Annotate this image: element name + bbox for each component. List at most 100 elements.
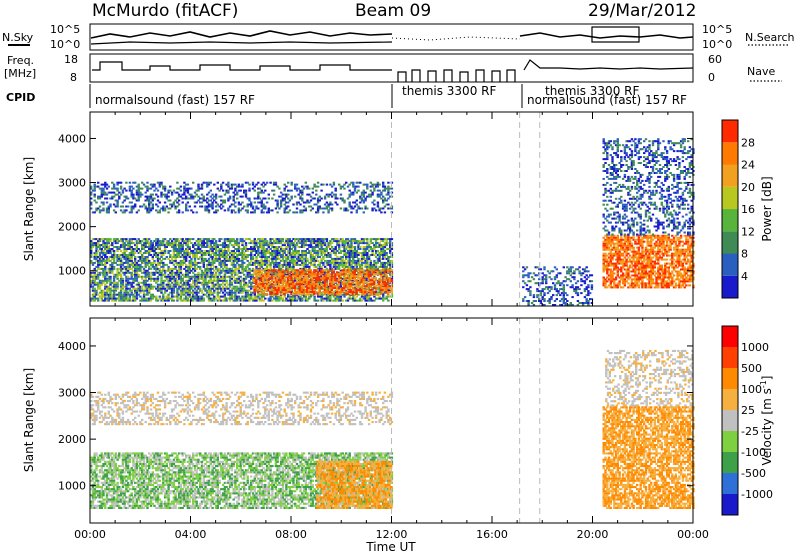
- heatmap-cell: [170, 257, 174, 260]
- heatmap-cell: [156, 299, 160, 302]
- heatmap-cell: [163, 252, 167, 254]
- heatmap-cell: [234, 265, 237, 268]
- heatmap-cell: [281, 271, 284, 274]
- heatmap-cell: [257, 250, 260, 252]
- heatmap-cell: [244, 275, 248, 278]
- heatmap-cell: [228, 295, 232, 298]
- heatmap-cell: [332, 277, 335, 280]
- heatmap-cell: [112, 238, 116, 241]
- heatmap-cell: [102, 254, 105, 256]
- heatmap-cell: [248, 273, 251, 276]
- heatmap-cell: [343, 283, 346, 286]
- heatmap-cell: [214, 193, 218, 196]
- heatmap-cell: [206, 252, 209, 254]
- heatmap-cell: [299, 287, 302, 289]
- heatmap-cell: [135, 261, 139, 264]
- heatmap-cell: [167, 275, 170, 278]
- heatmap-cell: [320, 240, 323, 243]
- heatmap-cell: [146, 299, 149, 302]
- heatmap-cell: [371, 273, 374, 276]
- heatmap-cell: [118, 273, 121, 276]
- heatmap-cell: [218, 250, 221, 252]
- heatmap-cell: [123, 285, 126, 288]
- heatmap-cell: [218, 285, 221, 288]
- heatmap-cell: [119, 250, 123, 252]
- heatmap-cell: [218, 299, 221, 302]
- heatmap-cell: [343, 267, 346, 270]
- heatmap-cell: [334, 248, 337, 250]
- heatmap-cell: [265, 287, 268, 289]
- heatmap-cell: [255, 244, 258, 247]
- heatmap-cell: [112, 287, 116, 290]
- heatmap-cell: [306, 273, 309, 276]
- heatmap-cell: [221, 246, 225, 248]
- heatmap-cell: [188, 289, 191, 292]
- heatmap-cell: [199, 250, 202, 252]
- heatmap-cell: [387, 279, 390, 282]
- heatmap-cell: [313, 289, 316, 291]
- heatmap-cell: [285, 285, 288, 288]
- heatmap-cell: [170, 281, 174, 284]
- heatmap-cell: [382, 273, 385, 276]
- heatmap-cell: [353, 248, 357, 250]
- heatmap-cell: [160, 261, 163, 264]
- heatmap-cell: [362, 246, 365, 248]
- heatmap-cell: [271, 273, 274, 276]
- heatmap-cell: [253, 261, 256, 264]
- heatmap-cell: [155, 209, 158, 212]
- heatmap-cell: [225, 269, 228, 272]
- heatmap-cell: [228, 291, 232, 294]
- heatmap-cell: [123, 211, 126, 214]
- heatmap-cell: [204, 269, 207, 272]
- heatmap-cell: [104, 273, 107, 276]
- heatmap-cell: [309, 291, 312, 293]
- heatmap-cell: [246, 256, 249, 258]
- heatmap-cell: [272, 257, 276, 260]
- heatmap-cell: [139, 285, 142, 288]
- heatmap-cell: [374, 269, 378, 272]
- heatmap-cell: [373, 246, 376, 248]
- heatmap-cell: [155, 254, 158, 256]
- heatmap-cell: [276, 289, 279, 291]
- heatmap-cell: [130, 267, 133, 270]
- heatmap-cell: [267, 250, 270, 252]
- heatmap-cell: [389, 246, 392, 248]
- heatmap-cell: [286, 281, 290, 284]
- heatmap-cell: [265, 275, 268, 278]
- heatmap-cell: [257, 293, 260, 296]
- heatmap-cell: [318, 256, 321, 258]
- heatmap-cell: [176, 283, 179, 286]
- heatmap-cell: [336, 263, 339, 266]
- heatmap-cell: [355, 295, 358, 298]
- heatmap-cell: [237, 263, 241, 266]
- heatmap-cell: [236, 261, 239, 264]
- heatmap-cell: [237, 265, 241, 268]
- heatmap-cell: [264, 242, 267, 245]
- heatmap-cell: [100, 297, 103, 300]
- heatmap-cell: [385, 269, 388, 272]
- heatmap-cell: [141, 271, 144, 274]
- heatmap-cell: [364, 254, 367, 256]
- heatmap-cell: [144, 273, 147, 276]
- heatmap-cell: [251, 291, 255, 294]
- heatmap-cell: [343, 293, 346, 296]
- heatmap-cell: [146, 259, 149, 262]
- heatmap-cell: [304, 261, 307, 264]
- heatmap-cell: [283, 299, 286, 302]
- heatmap-cell: [260, 240, 263, 243]
- heatmap-cell: [185, 291, 188, 294]
- heatmap-cell: [149, 295, 153, 298]
- heatmap-cell: [352, 297, 355, 300]
- heatmap-cell: [348, 273, 351, 276]
- heatmap-cell: [234, 252, 237, 254]
- heatmap-cell: [151, 287, 154, 290]
- heatmap-cell: [218, 283, 221, 286]
- heatmap-cell: [116, 287, 119, 290]
- heatmap-cell: [367, 275, 370, 278]
- heatmap-cell: [151, 250, 154, 252]
- heatmap-cell: [206, 201, 209, 204]
- heatmap-cell: [366, 242, 369, 245]
- heatmap-cell: [230, 295, 234, 298]
- heatmap-cell: [186, 187, 190, 190]
- heatmap-cell: [134, 269, 137, 272]
